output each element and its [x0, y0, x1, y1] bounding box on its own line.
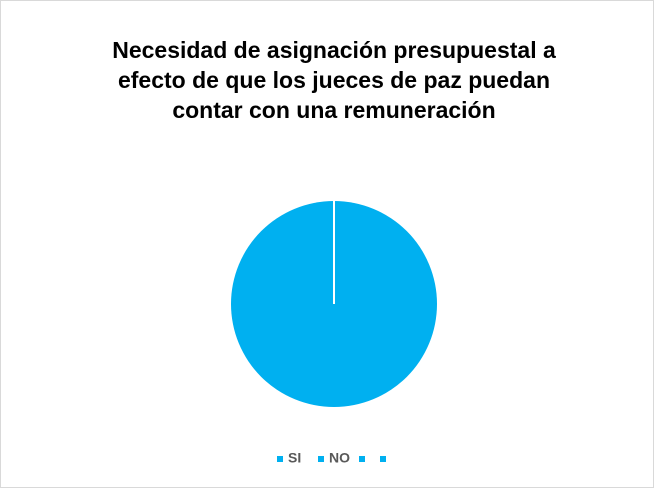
legend-marker	[359, 456, 365, 462]
legend-label: SI	[288, 450, 301, 466]
legend-marker	[380, 456, 386, 462]
chart-title: Necesidad de asignación presupuestal a e…	[112, 37, 556, 123]
legend-marker	[277, 456, 283, 462]
legend-label: NO	[329, 450, 350, 466]
legend-marker	[318, 456, 324, 462]
